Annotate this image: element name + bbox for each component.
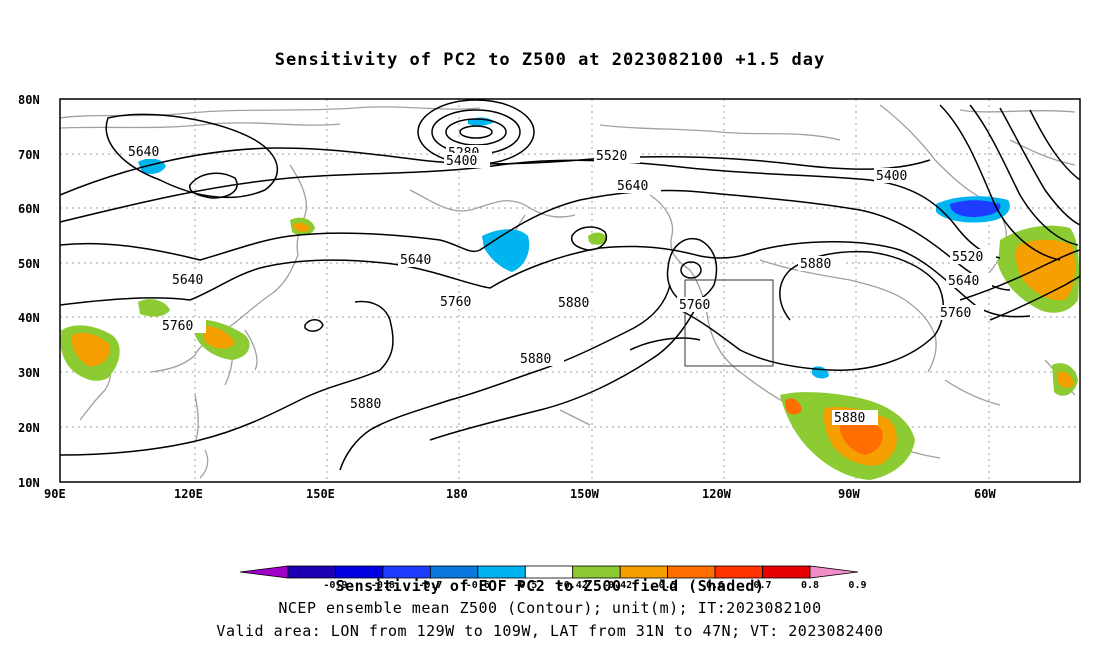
contour-label: 5520: [596, 149, 627, 164]
caption-shading: Sensitivity of EOF PC2 to Z500 field (Sh…: [335, 577, 765, 595]
caption-contour: NCEP ensemble mean Z500 (Contour); unit(…: [278, 599, 822, 617]
contour-labels: 5640 5280 5400 5520 5640 5400 5640 5760 …: [126, 144, 996, 426]
colorbar-tick-label: -0.9: [323, 580, 347, 591]
page-title: Sensitivity of PC2 to Z500 at 2023082100…: [274, 50, 826, 70]
colorbar-tick-label: -0.5: [513, 580, 537, 591]
contour-label: 5880: [350, 397, 381, 412]
map-panel: 5640 5280 5400 5520 5640 5400 5640 5760 …: [59, 98, 1081, 483]
lat-label: 20N: [18, 421, 40, 435]
sensitivity-shading: [60, 117, 1080, 480]
contour-label: 5640: [400, 253, 431, 268]
colorbar-tick-label: -0.6: [466, 580, 490, 591]
contour-label: 5760: [679, 298, 710, 313]
lat-label: 70N: [18, 148, 40, 162]
contour-label: 5880: [834, 411, 865, 426]
colorbar-tick-label: 0.42: [608, 580, 632, 591]
contour-label: 5640: [617, 179, 648, 194]
z500-contours: [59, 99, 1081, 471]
contour-label: 5880: [800, 257, 831, 272]
lat-label: 30N: [18, 366, 40, 380]
lat-label: 60N: [18, 202, 40, 216]
colorbar-tick-label: -0.8: [371, 580, 395, 591]
lat-label: 50N: [18, 257, 40, 271]
lon-label: 150E: [306, 487, 335, 501]
contour-label: 5400: [876, 169, 907, 184]
colorbar-tick-label: 0.9: [848, 580, 866, 591]
contour-label: 5520: [952, 250, 983, 265]
valid-area-box: [684, 279, 774, 367]
colorbar-tick-label: 0.5: [659, 580, 677, 591]
colorbar-tick-label: -0.7: [418, 580, 442, 591]
contour-label: 5760: [940, 306, 971, 321]
lon-label: 180: [446, 487, 468, 501]
contour-label: 5880: [558, 296, 589, 311]
lat-label: 40N: [18, 311, 40, 325]
colorbar-tick-label: 0.8: [801, 580, 819, 591]
lon-label: 120W: [702, 487, 732, 501]
colorbar-tick-label: -0.42: [558, 580, 588, 591]
latitude-labels: 80N 70N 60N 50N 40N 30N 20N 10N: [18, 93, 40, 490]
colorbar-tick-label: 0.7: [754, 580, 772, 591]
lon-label: 90W: [838, 487, 860, 501]
colorbar: -0.9 -0.8 -0.7 -0.6 -0.5 -0.42 0.42 0.5 0.6 0.7 0.…: [239, 565, 866, 591]
contour-label: 5400: [446, 154, 477, 169]
lon-label: 60W: [974, 487, 996, 501]
longitude-labels: 90E 120E 150E 180 150W 120W 90W 60W: [44, 487, 996, 501]
lon-label: 90E: [44, 487, 66, 501]
contour-label: 5640: [948, 274, 979, 289]
contour-label: 5640: [128, 145, 159, 160]
lon-label: 120E: [174, 487, 203, 501]
lat-label: 10N: [18, 476, 40, 490]
contour-label: 5760: [440, 295, 471, 310]
lon-label: 150W: [570, 487, 600, 501]
colorbar-tick-label: 0.6: [706, 580, 724, 591]
contour-label: 5640: [172, 273, 203, 288]
caption-valid-area: Valid area: LON from 129W to 109W, LAT f…: [216, 622, 884, 640]
contour-label: 5880: [520, 352, 551, 367]
colorbar-segment: [809, 565, 859, 579]
lat-label: 80N: [18, 93, 40, 107]
contour-label: 5760: [162, 319, 193, 334]
